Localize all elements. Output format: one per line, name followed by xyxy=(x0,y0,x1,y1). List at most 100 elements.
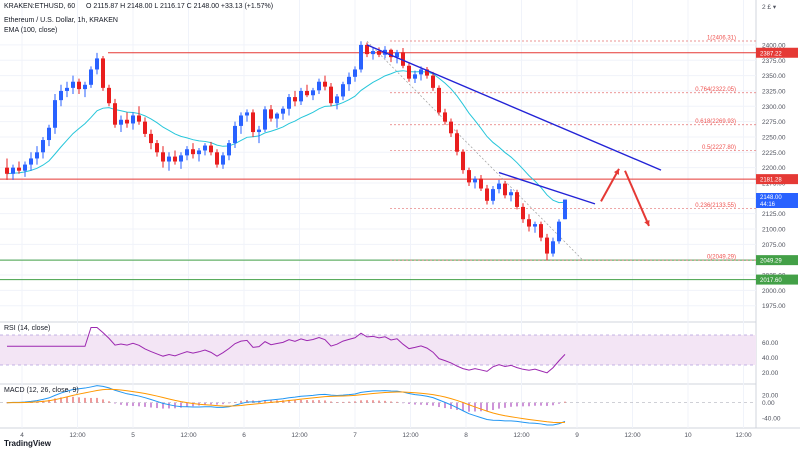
macd-histogram-bar xyxy=(504,402,506,408)
macd-histogram-bar xyxy=(330,401,332,403)
time-tick-label: 9 xyxy=(575,432,579,439)
price-tick-label: 2125.00 xyxy=(762,211,786,218)
arrows xyxy=(600,168,650,227)
signal-line xyxy=(6,388,566,424)
time-tick-label: 8 xyxy=(464,432,468,439)
macd-histogram-bar xyxy=(438,402,440,408)
macd-histogram-bar xyxy=(66,396,68,403)
candle-body xyxy=(305,90,309,96)
price-tick-label: 2300.00 xyxy=(762,104,786,111)
candle-body xyxy=(239,115,243,126)
macd-histogram-bar xyxy=(150,402,152,408)
rsi-line xyxy=(7,327,566,374)
ema-legend: EMA (100, close) xyxy=(4,27,57,34)
macd-histogram-bar xyxy=(222,402,224,405)
candle-body xyxy=(503,183,507,196)
macd-histogram-bar xyxy=(420,402,422,405)
macd-line xyxy=(6,385,566,426)
candle-body xyxy=(389,49,393,58)
candle-body xyxy=(65,87,69,91)
macd-legend: MACD (12, 26, close, 9) xyxy=(4,387,79,394)
ohlc-readout: O 2115.87 H 2148.00 L 2116.17 C 2148.00 … xyxy=(86,3,273,10)
fib-label: 1(2406.31) xyxy=(707,36,736,42)
macd-histogram-bar xyxy=(138,402,140,407)
candle-body xyxy=(491,189,495,201)
candle-body xyxy=(473,178,477,183)
macd-histogram-bar xyxy=(186,402,188,407)
candle-body xyxy=(395,52,399,58)
macd-histogram-bar xyxy=(180,402,182,408)
macd-histogram-bar xyxy=(558,402,560,404)
candle-body xyxy=(521,206,525,220)
candle-body xyxy=(245,112,249,116)
time-tick-label: 5 xyxy=(131,432,135,439)
candle-body xyxy=(113,103,117,125)
candle-body xyxy=(59,90,63,101)
candle-body xyxy=(455,133,459,152)
fib-label: 0.236(2133.55) xyxy=(695,203,736,209)
macd-histogram-bar xyxy=(396,401,398,403)
time-tick-label: 12:00 xyxy=(291,432,308,439)
candle-body xyxy=(371,51,375,55)
candle-body xyxy=(167,156,171,162)
candle-body xyxy=(353,69,357,77)
price-axis-scale[interactable]: 2 £ ▾ xyxy=(762,4,777,11)
candle-body xyxy=(287,97,291,109)
macd-histogram-bar xyxy=(240,400,242,403)
candle-body xyxy=(407,65,411,79)
macd-tick-label: -40.00 xyxy=(762,416,781,423)
macd-histogram-bar xyxy=(462,402,464,411)
macd-histogram-bar xyxy=(48,399,50,403)
price-tick-label: 2275.00 xyxy=(762,119,786,126)
price-tick-label: 2325.00 xyxy=(762,88,786,95)
macd-histogram-bar xyxy=(480,402,482,412)
macd-histogram-bar xyxy=(120,402,122,405)
macd-histogram-bar xyxy=(300,399,302,403)
candle-body xyxy=(11,167,15,174)
candle-body xyxy=(545,237,549,254)
time-tick-label: 12:00 xyxy=(69,432,86,439)
candle-body xyxy=(197,150,201,155)
price-tick-label: 2350.00 xyxy=(762,73,786,80)
macd-histogram-bar xyxy=(510,402,512,407)
candle-body xyxy=(551,241,555,254)
candle-body xyxy=(95,58,99,70)
macd-histogram-bar xyxy=(264,400,266,403)
candle-body xyxy=(155,143,159,153)
candle-body xyxy=(101,58,105,88)
macd-histogram-bar xyxy=(342,401,344,403)
macd-histogram-bar xyxy=(114,402,116,404)
up-arrow-head xyxy=(613,168,619,175)
candle-body xyxy=(131,115,135,124)
level-tag xyxy=(756,174,798,185)
macd-histogram-bar xyxy=(348,401,350,403)
macd-histogram-bar xyxy=(498,402,500,409)
macd-histogram-bar xyxy=(96,397,98,403)
candle-body xyxy=(191,149,195,155)
trendline xyxy=(498,171,596,205)
candle-body xyxy=(137,115,141,122)
candle-body xyxy=(449,121,453,134)
candle-body xyxy=(71,81,75,88)
macd-histogram-bar xyxy=(492,402,494,411)
macd-histogram-bar xyxy=(336,402,338,403)
macd-histogram xyxy=(6,396,566,412)
level-tag xyxy=(756,274,798,285)
candle-body xyxy=(425,69,429,76)
candle-body xyxy=(209,145,213,153)
candle-body xyxy=(497,183,501,190)
macd-histogram-bar xyxy=(246,399,248,403)
macd-histogram-bar xyxy=(288,399,290,403)
candle-body xyxy=(359,44,363,70)
level-tag-label: 2049.29 xyxy=(760,259,782,265)
macd-histogram-bar xyxy=(270,400,272,403)
macd-histogram-bar xyxy=(60,397,62,403)
fib-label: 0(2049.29) xyxy=(707,255,736,261)
macd-histogram-bar xyxy=(228,402,230,404)
candle-body xyxy=(173,156,177,162)
price-tick-label: 2375.00 xyxy=(762,58,786,65)
candle-body xyxy=(77,81,81,90)
macd-histogram-bar xyxy=(408,402,410,404)
candle-body xyxy=(563,199,567,220)
time-axis: 4 12:00 5 12:00 6 12:00 7 12:00 8 12:00 9 12:00 10 12… xyxy=(20,432,752,439)
